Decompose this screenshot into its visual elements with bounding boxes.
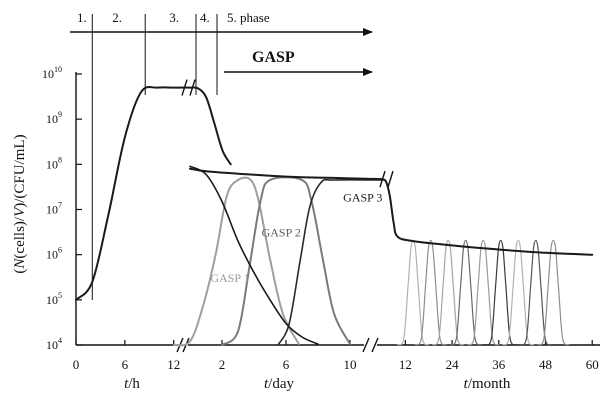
y-tick-label: 109 bbox=[46, 110, 62, 126]
x-tick-label: 48 bbox=[539, 357, 552, 372]
x-tick-label: 6 bbox=[122, 357, 129, 372]
y-axis-label-open: ( bbox=[12, 269, 28, 274]
x-axis-break-mark bbox=[362, 337, 370, 353]
x-tick-label: 2 bbox=[219, 357, 226, 372]
curve-break-mark bbox=[181, 79, 188, 96]
y-tick-base: 10 bbox=[46, 203, 58, 217]
y-tick-exponent: 6 bbox=[58, 246, 62, 255]
y-tick-exponent: 10 bbox=[54, 65, 62, 74]
gasp-curve bbox=[221, 176, 351, 346]
y-tick-base: 10 bbox=[46, 248, 58, 262]
decline-curve bbox=[189, 165, 319, 345]
y-tick-label: 105 bbox=[46, 291, 62, 307]
phase-dividers bbox=[91, 14, 218, 300]
y-tick-label: 1010 bbox=[42, 65, 62, 81]
x-axis-label-months: t/month bbox=[464, 376, 511, 392]
main-curve-days bbox=[189, 167, 383, 181]
y-tick-label: 106 bbox=[46, 246, 62, 262]
y-tick-exponent: 8 bbox=[58, 155, 62, 164]
curve-break-mark bbox=[387, 170, 394, 188]
y-tick-base: 10 bbox=[46, 157, 58, 171]
y-tick-exponent: 7 bbox=[58, 201, 62, 210]
y-tick-exponent: 5 bbox=[58, 291, 62, 300]
y-axis-label-unit: )/(CFU/mL) bbox=[12, 134, 28, 207]
x-axis-label-hours: t/h bbox=[124, 376, 140, 392]
series-layer: GASP 1 GASP 2 GASP 3 bbox=[75, 79, 594, 347]
main-curve-hours bbox=[75, 85, 232, 301]
phase-label: 1. bbox=[77, 10, 87, 25]
y-tick-label: 104 bbox=[46, 336, 62, 352]
phase-labels: 1. 2. 3. 4. 5. phase bbox=[77, 10, 270, 25]
month-oscillation-curve bbox=[519, 239, 552, 346]
month-oscillation-curve bbox=[537, 239, 570, 346]
gasp-curve-label: GASP 1 bbox=[210, 271, 249, 285]
y-tick-base: 10 bbox=[46, 112, 58, 126]
x-tick-label: 60 bbox=[586, 357, 599, 372]
y-axis-label-v: V bbox=[12, 206, 28, 217]
month-oscillation-curve bbox=[432, 239, 465, 346]
month-oscillation-curve bbox=[397, 239, 430, 346]
x-tick-label: 12 bbox=[399, 357, 412, 372]
phase-label: 2. bbox=[112, 10, 122, 25]
y-tick-exponent: 9 bbox=[58, 110, 62, 119]
phase-label: 4. bbox=[200, 10, 210, 25]
gasp-curve bbox=[277, 178, 383, 346]
y-tick-label: 107 bbox=[46, 201, 62, 217]
phase-label: 5. phase bbox=[227, 10, 270, 25]
x-axis-break-mark bbox=[371, 337, 379, 353]
y-tick-base: 10 bbox=[46, 293, 58, 307]
curve-break-mark bbox=[379, 170, 386, 188]
gasp-curve bbox=[173, 176, 300, 347]
gasp-curve-label: GASP 2 bbox=[262, 226, 301, 240]
x-tick-label: 6 bbox=[283, 357, 290, 372]
main-curve-months bbox=[381, 178, 594, 256]
x-axis-label-days: t/day bbox=[264, 376, 294, 392]
gasp-curve-label: GASP 3 bbox=[343, 191, 382, 205]
month-oscillation-curve bbox=[484, 239, 517, 346]
month-oscillation-curve bbox=[467, 239, 500, 346]
x-tick-label: 10 bbox=[344, 357, 357, 372]
y-tick-base: 10 bbox=[46, 338, 58, 352]
gasp-arrow-label: GASP bbox=[252, 49, 295, 66]
y-axis-label: (N(cells)/V)/(CFU/mL) bbox=[12, 134, 28, 273]
axes bbox=[75, 72, 600, 353]
month-oscillation-curve bbox=[414, 239, 447, 346]
y-axis-label-n: N bbox=[12, 258, 28, 270]
x-tick-label: 12 bbox=[167, 357, 180, 372]
x-tick-label: 0 bbox=[73, 357, 80, 372]
y-tick-base: 10 bbox=[42, 67, 54, 81]
month-oscillation-curve bbox=[449, 239, 482, 346]
y-axis-label-cells: (cells)/ bbox=[12, 216, 28, 258]
x-tick-label: 36 bbox=[492, 357, 506, 372]
x-axis-ticks: 0 6 12 2 6 10 12 24 36 48 60 bbox=[73, 340, 599, 372]
phase-label: 3. bbox=[169, 10, 179, 25]
y-tick-exponent: 4 bbox=[58, 336, 62, 345]
x-tick-label: 24 bbox=[446, 357, 460, 372]
month-oscillation-curve bbox=[502, 239, 535, 346]
curve-break-mark bbox=[189, 79, 196, 96]
y-tick-label: 108 bbox=[46, 155, 62, 171]
